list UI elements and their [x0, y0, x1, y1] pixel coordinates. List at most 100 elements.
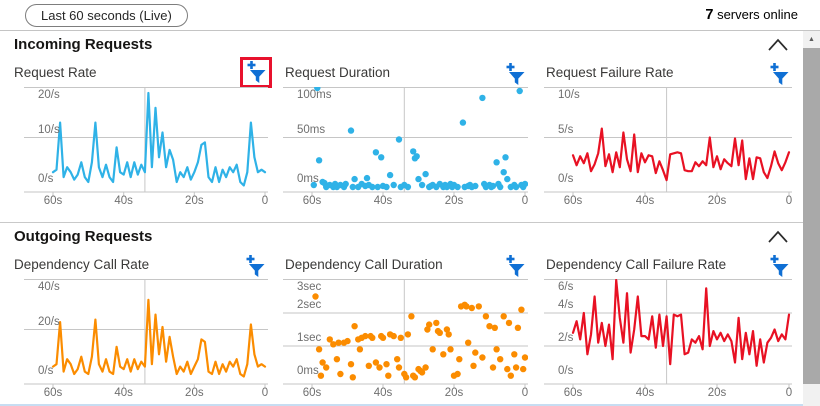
chevron-up-icon [768, 38, 788, 51]
y-tick-label: 50ms [297, 123, 326, 136]
chart-header: Dependency Call Rate [14, 252, 268, 280]
chart-header: Request Failure Rate [544, 60, 792, 87]
y-tick-label: 5/s [558, 123, 574, 136]
y-tick-label: 0ms [297, 173, 319, 185]
collapse-incoming-button[interactable] [764, 36, 792, 56]
chevron-up-icon [768, 230, 788, 243]
chart-canvas [24, 87, 268, 196]
chart-plot: 0/s 2/s 4/s 6/s 60s 40s 20s 0 [544, 279, 792, 401]
y-tick-label: 20/s [38, 89, 60, 101]
x-tick-label: 60s [563, 195, 583, 207]
chart-canvas [544, 279, 792, 388]
filter-box [502, 253, 528, 280]
scroll-up-button[interactable]: ▲ [803, 31, 820, 48]
chart-title: Dependency Call Rate [14, 257, 150, 272]
chart-request-duration: Request Duration 0ms 50ms 100ms 60s 40s 20s 0 [283, 60, 528, 220]
chart-dependency-call-duration: Dependency Call Duration 0ms 1sec 2sec 3sec… [283, 252, 528, 406]
y-tick-label: 4/s [558, 299, 574, 311]
x-tick-label: 40s [114, 387, 133, 399]
y-tick-label: 0/s [38, 173, 54, 185]
filter-funnel-icon [246, 255, 265, 277]
filter-button[interactable] [505, 63, 525, 86]
x-tick-label: 0 [785, 387, 793, 399]
x-tick-label: 20s [707, 195, 727, 207]
chart-canvas [24, 279, 268, 388]
chart-title: Request Failure Rate [546, 65, 674, 80]
x-tick-label: 20s [707, 387, 727, 399]
chart-title: Dependency Call Failure Rate [546, 257, 727, 272]
y-tick-label: 0/s [558, 173, 574, 185]
chart-header: Dependency Call Failure Rate [544, 252, 792, 279]
section-title-outgoing-requests: Outgoing Requests [14, 228, 153, 245]
x-tick-label: 20s [444, 387, 464, 399]
y-tick-label: 1sec [297, 332, 322, 344]
x-tick-label: 0 [521, 387, 529, 399]
x-tick-label: 40s [114, 195, 133, 207]
time-range-button[interactable]: Last 60 seconds (Live) [25, 4, 188, 27]
chart-header: Request Duration [283, 60, 528, 87]
chart-canvas [283, 87, 528, 196]
x-tick-label: 60s [302, 195, 322, 207]
scrollbar-thumb[interactable] [803, 48, 820, 384]
x-tick-label: 40s [373, 195, 393, 207]
filter-button[interactable] [769, 255, 789, 278]
x-tick-label: 40s [373, 387, 393, 399]
chart-request-failure-rate: Request Failure Rate 0/s 5/s 10/s 60s 40s 20s… [544, 60, 792, 220]
y-tick-label: 0ms [297, 365, 319, 377]
x-tick-label: 60s [302, 387, 322, 399]
section-title-incoming-requests: Incoming Requests [14, 36, 153, 53]
chart-header: Dependency Call Duration [283, 252, 528, 279]
filter-funnel-icon [770, 255, 789, 277]
x-tick-label: 40s [635, 387, 655, 399]
x-tick-label: 0 [261, 195, 269, 207]
filter-button[interactable] [769, 63, 789, 86]
y-tick-label: 10/s [38, 123, 60, 136]
filter-button[interactable] [505, 255, 525, 278]
section-divider [0, 222, 803, 223]
x-tick-label: 20s [444, 195, 464, 207]
y-tick-label: 10/s [558, 89, 580, 101]
topbar: Last 60 seconds (Live) 7 servers online [0, 0, 820, 31]
y-tick-label: 20/s [38, 315, 60, 328]
x-tick-label: 20s [185, 195, 204, 207]
filter-button[interactable] [245, 255, 265, 278]
filter-box [766, 61, 792, 88]
y-tick-label: 6/s [558, 281, 574, 293]
y-tick-label: 0/s [38, 365, 54, 377]
servers-label: servers online [713, 7, 798, 22]
x-tick-label: 0 [261, 387, 269, 399]
chart-canvas [544, 87, 792, 196]
chart-plot: 0ms 1sec 2sec 3sec 60s 40s 20s 0 [283, 279, 528, 401]
collapse-outgoing-button[interactable] [764, 228, 792, 248]
chart-plot: 0/s 5/s 10/s 60s 40s 20s 0 [544, 87, 792, 209]
y-tick-label: 0/s [558, 365, 574, 377]
x-tick-label: 60s [43, 195, 63, 207]
filter-funnel-icon [506, 63, 525, 85]
y-tick-label: 3sec [297, 281, 322, 293]
vertical-scrollbar[interactable]: ▲ [803, 31, 820, 406]
chart-title: Request Duration [285, 65, 391, 80]
filter-box [502, 61, 528, 88]
filter-box [242, 253, 268, 280]
chart-canvas [283, 279, 528, 388]
chart-request-rate: Request Rate 0/s 10/s 20/s 60s 40s 20s 0 [14, 57, 272, 220]
servers-count: 7 [705, 7, 714, 23]
x-tick-label: 60s [43, 387, 63, 399]
chart-title: Request Rate [14, 65, 97, 80]
chart-plot: 0ms 50ms 100ms 60s 40s 20s 0 [283, 87, 528, 209]
x-tick-label: 40s [635, 195, 655, 207]
filter-funnel-icon [506, 255, 525, 277]
chart-title: Dependency Call Duration [285, 257, 443, 272]
x-tick-label: 20s [185, 387, 204, 399]
x-tick-label: 0 [521, 195, 529, 207]
x-tick-label: 0 [785, 195, 793, 207]
filter-highlight-box [240, 57, 272, 88]
chart-dependency-call-rate: Dependency Call Rate 0/s 20/s 40/s 60s 40s 20… [14, 252, 268, 406]
filter-box [766, 253, 792, 280]
filter-button[interactable] [246, 61, 266, 84]
y-tick-label: 100ms [297, 89, 332, 101]
y-tick-label: 2/s [558, 332, 574, 344]
chart-header: Request Rate [14, 57, 272, 88]
filter-funnel-icon [770, 63, 789, 85]
chart-dependency-call-failure-rate: Dependency Call Failure Rate 0/s 2/s 4/s 6/… [544, 252, 792, 406]
